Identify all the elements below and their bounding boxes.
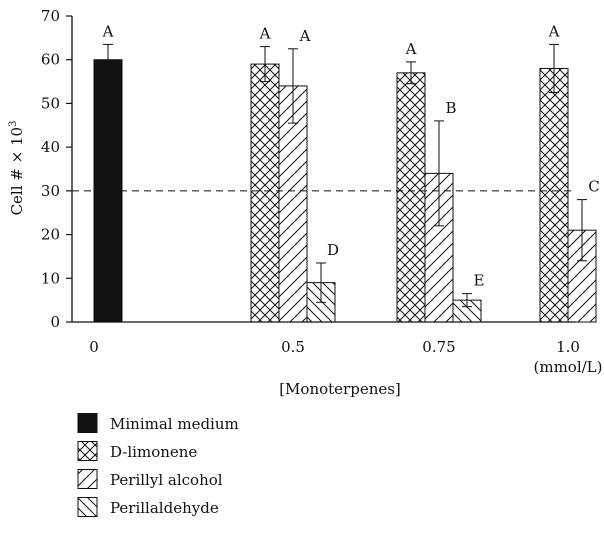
bar-perillyl-alcohol-0-75 bbox=[424, 172, 454, 323]
significance-letter: A bbox=[259, 25, 271, 43]
significance-letter: D bbox=[327, 241, 339, 259]
y-tick-label: 10 bbox=[41, 269, 60, 287]
y-axis-title-text: Cell # × 10 bbox=[8, 127, 26, 215]
bar-d-limonene-1-0 bbox=[539, 67, 569, 323]
bar-d-limonene-0-75 bbox=[396, 72, 426, 323]
x-axis-title: [Monoterpenes] bbox=[279, 380, 401, 398]
legend-swatch-perillaldehyde bbox=[77, 497, 98, 517]
legend: Minimal medium D-limonene Perillyl alcohol… bbox=[77, 413, 239, 517]
y-tick-label: 20 bbox=[41, 226, 60, 244]
bar-minimal-medium-0 bbox=[93, 59, 123, 323]
significance-letter: C bbox=[588, 178, 599, 196]
y-tick-label: 40 bbox=[41, 138, 60, 156]
significance-letter: E bbox=[474, 272, 485, 290]
y-tick-label: 30 bbox=[41, 182, 60, 200]
significance-letter: A bbox=[405, 40, 417, 58]
x-tick-label: 0.5 bbox=[281, 338, 305, 356]
legend-swatch-d-limonene bbox=[77, 441, 98, 461]
x-tick-label: 1.0 bbox=[556, 338, 580, 356]
significance-letter: A bbox=[548, 22, 560, 40]
legend-swatch-perillyl-alcohol bbox=[77, 469, 98, 489]
legend-label-minimal-medium: Minimal medium bbox=[110, 415, 239, 433]
significance-letter: B bbox=[445, 99, 456, 117]
x-tick-label: 0.75 bbox=[422, 338, 455, 356]
significance-letter: A bbox=[102, 22, 114, 40]
y-tick-label: 50 bbox=[41, 94, 60, 112]
bar-perillyl-alcohol-0-5 bbox=[278, 85, 308, 323]
significance-letter: A bbox=[299, 27, 311, 45]
y-tick-label: 60 bbox=[41, 51, 60, 69]
legend-label-d-limonene: D-limonene bbox=[110, 443, 197, 461]
y-axis-title: Cell # × 103 bbox=[8, 121, 26, 216]
bar-d-limonene-0-5 bbox=[250, 63, 280, 323]
legend-label-perillaldehyde: Perillaldehyde bbox=[110, 499, 219, 517]
y-tick-label: 0 bbox=[50, 313, 60, 331]
plot-area: 0 10 20 30 40 50 60 70 A 0 A A D 0.5 A B E 0.75 A C 1.0 (mmol… bbox=[41, 7, 603, 376]
y-tick-label: 70 bbox=[41, 7, 60, 25]
legend-label-perillyl-alcohol: Perillyl alcohol bbox=[110, 471, 223, 489]
y-axis-title-superscript: 3 bbox=[8, 121, 19, 127]
legend-swatch-minimal-medium bbox=[77, 413, 98, 433]
x-tick-label: 0 bbox=[89, 338, 99, 356]
x-tick-sublabel: (mmol/L) bbox=[534, 358, 603, 376]
